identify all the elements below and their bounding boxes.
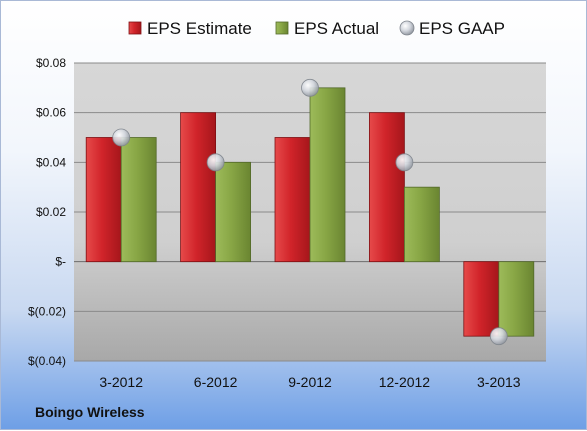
bar-eps-estimate: [85, 137, 122, 263]
x-category-label: 3-2012: [99, 374, 143, 390]
y-tick-label: $(0.02): [28, 304, 66, 318]
y-tick-label: $-: [55, 255, 66, 269]
bar-eps-estimate: [274, 137, 311, 263]
x-category-label: 3-2013: [477, 374, 521, 390]
eps-gaap-point: [489, 327, 508, 346]
eps-gaap-point: [395, 153, 414, 172]
bar-eps-actual: [498, 261, 535, 337]
legend-label-eps-estimate: EPS Estimate: [147, 19, 252, 38]
y-tick-label: $(0.04): [28, 354, 66, 368]
y-tick-label: $0.02: [36, 205, 66, 219]
company-name: Boingo Wireless: [35, 404, 145, 420]
legend-swatch-eps-estimate: [128, 21, 142, 35]
legend-label-eps-actual: EPS Actual: [294, 19, 379, 38]
y-tick-label: $0.04: [36, 155, 66, 169]
bar-eps-estimate: [463, 261, 500, 337]
bar-eps-actual: [215, 161, 252, 263]
x-category-label: 12-2012: [379, 374, 431, 390]
eps-gaap-point: [112, 128, 131, 147]
bar-eps-actual: [120, 137, 157, 263]
eps-gaap-point: [301, 78, 319, 97]
legend-swatch-eps-actual: [275, 21, 289, 35]
bar-eps-estimate: [180, 112, 217, 263]
legend-swatch-eps-gaap: [399, 20, 415, 36]
eps-gaap-point: [206, 153, 225, 172]
legend-label-eps-gaap: EPS GAAP: [419, 19, 505, 38]
bar-eps-actual: [309, 87, 346, 263]
x-category-label: 9-2012: [288, 374, 332, 390]
x-category-label: 6-2012: [194, 374, 238, 390]
y-tick-label: $0.08: [36, 56, 66, 70]
bar-eps-estimate: [368, 112, 405, 263]
y-tick-label: $0.06: [36, 106, 66, 120]
bar-eps-actual: [403, 186, 440, 263]
